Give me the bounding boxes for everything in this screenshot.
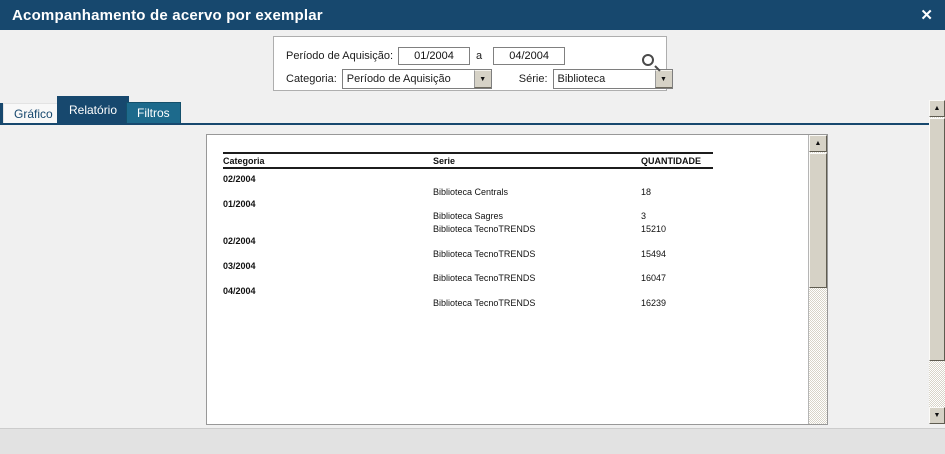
filter-panel: Período de Aquisição: a Categoria: Perío… — [273, 36, 673, 91]
cell-cat: 02/2004 — [223, 174, 256, 185]
category-select[interactable]: Período de Aquisição ▼ — [341, 69, 492, 89]
cell-serie: Biblioteca TecnoTRENDS — [433, 223, 536, 234]
table-row: 01/2004 — [223, 198, 713, 210]
tab-grafico-label: Gráfico — [14, 106, 53, 121]
table-row: 03/2004 — [223, 260, 713, 272]
close-icon[interactable]: ✕ — [920, 6, 933, 24]
period-connector: a — [476, 49, 483, 62]
chevron-down-icon[interactable]: ▼ — [654, 70, 672, 88]
cell-cat: 02/2004 — [223, 236, 256, 247]
table-row: Biblioteca TecnoTRENDS 15494 — [223, 247, 713, 259]
scroll-up-icon[interactable]: ▲ — [929, 100, 945, 117]
combo-row: Categoria: Período de Aquisição ▼ Série:… — [286, 69, 673, 89]
scroll-up-icon[interactable]: ▲ — [809, 135, 827, 152]
window-scrollbar-thumb[interactable] — [929, 118, 945, 361]
series-value: Biblioteca — [557, 73, 606, 85]
period-label: Período de Aquisição: — [286, 49, 394, 62]
column-header-serie: Serie — [433, 155, 456, 166]
search-icon — [642, 54, 654, 66]
report-rows: 02/2004 Biblioteca Centrals 18 01/2004 Bibli… — [223, 173, 713, 309]
tab-filtros[interactable]: Filtros — [126, 102, 181, 123]
series-select[interactable]: Biblioteca ▼ — [552, 69, 673, 89]
table-row: 02/2004 — [223, 173, 713, 185]
cell-serie: Biblioteca TecnoTRENDS — [433, 248, 536, 259]
cell-qty: 18 — [641, 186, 652, 197]
cell-serie: Biblioteca TecnoTRENDS — [433, 298, 536, 309]
cell-qty: 16239 — [641, 298, 667, 309]
tab-grafico[interactable]: Gráfico — [3, 103, 64, 123]
scroll-down-icon[interactable]: ▼ — [929, 407, 945, 424]
report-panel: Categoria Serie QUANTIDADE 02/2004 Biblio… — [206, 134, 828, 425]
search-button[interactable] — [640, 52, 662, 76]
period-from-input[interactable] — [398, 46, 471, 65]
tabbar-left-edge — [0, 103, 3, 123]
table-row: 04/2004 — [223, 285, 713, 297]
tab-filtros-label: Filtros — [137, 106, 170, 120]
tab-relatorio-label: Relatório — [69, 102, 118, 117]
report-scrollbar[interactable]: ▲ — [808, 135, 827, 424]
category-value: Período de Aquisição — [346, 73, 451, 85]
table-row: Biblioteca Sagres 3 — [223, 210, 713, 222]
chevron-down-icon[interactable]: ▼ — [473, 70, 491, 88]
table-row: Biblioteca TecnoTRENDS 16047 — [223, 272, 713, 284]
cell-serie: Biblioteca TecnoTRENDS — [433, 273, 536, 284]
search-icon-handle — [654, 65, 661, 72]
report-table: Categoria Serie QUANTIDADE 02/2004 Biblio… — [223, 152, 713, 309]
table-row: Biblioteca TecnoTRENDS 16239 — [223, 297, 713, 309]
cell-qty: 15210 — [641, 223, 667, 234]
titlebar: Acompanhamento de acervo por exemplar ✕ — [0, 0, 945, 30]
cell-cat: 04/2004 — [223, 285, 256, 296]
cell-cat: 03/2004 — [223, 260, 256, 271]
cell-serie: Biblioteca Sagres — [433, 211, 504, 222]
cell-qty: 15494 — [641, 248, 667, 259]
column-header-categoria: Categoria — [223, 155, 265, 166]
cell-qty: 16047 — [641, 273, 667, 284]
bottom-status-strip — [0, 428, 945, 454]
table-row: Biblioteca TecnoTRENDS 15210 — [223, 223, 713, 235]
period-to-input[interactable] — [493, 46, 566, 65]
tab-relatorio[interactable]: Relatório — [57, 96, 130, 123]
tabbar-rule — [0, 123, 929, 125]
cell-serie: Biblioteca Centrals — [433, 186, 509, 197]
category-label: Categoria: — [286, 73, 337, 85]
page-title: Acompanhamento de acervo por exemplar — [12, 6, 323, 24]
table-row: 02/2004 — [223, 235, 713, 247]
cell-cat: 01/2004 — [223, 198, 256, 209]
series-label: Série: — [518, 73, 548, 85]
cell-qty: 3 — [641, 211, 647, 222]
report-scrollbar-thumb[interactable] — [809, 153, 827, 288]
period-row: Período de Aquisição: a — [286, 46, 566, 65]
table-row: Biblioteca Centrals 18 — [223, 185, 713, 197]
column-header-quantidade: QUANTIDADE — [641, 155, 701, 166]
table-header-row: Categoria Serie QUANTIDADE — [223, 152, 713, 169]
window-scrollbar[interactable]: ▲ ▼ — [929, 100, 945, 424]
